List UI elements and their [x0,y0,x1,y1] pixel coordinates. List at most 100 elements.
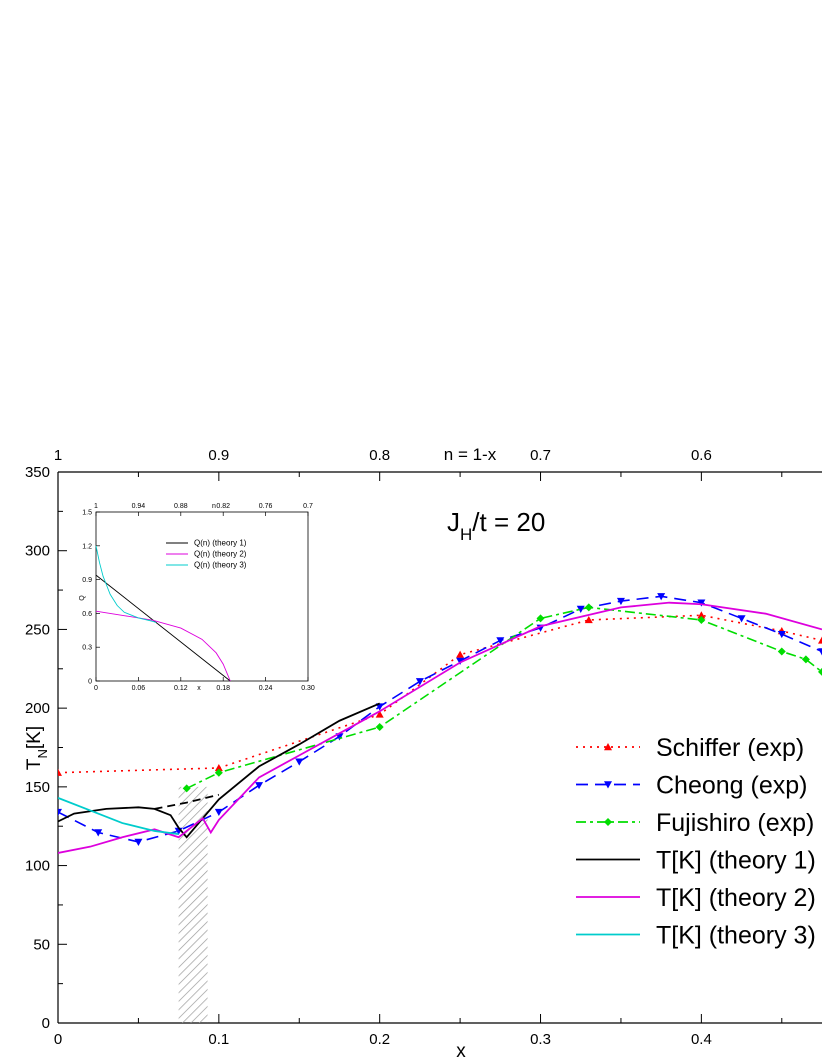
inset-top-tick-label: 1 [94,503,98,510]
top-tick-label: 0.9 [208,447,229,464]
data-point [584,615,593,624]
inset-chart: 010.060.940.120.880.180.820.240.760.300.… [79,503,315,692]
data-point [604,781,612,789]
y-tick-label: 50 [33,936,50,953]
inset-y-tick-label: 0.3 [82,645,92,652]
main-data-series [58,593,822,854]
top-tick-label: 0.6 [691,447,712,464]
inset-y-tick-label: 1.2 [82,543,92,550]
data-point [818,667,822,676]
inset-top-tick-label: 0.88 [174,503,188,510]
y-tick-label: 350 [25,464,50,481]
data-point [456,650,465,658]
inset-data-series [95,545,231,682]
data-point [801,655,810,664]
inset-x-tick-label: 0 [94,685,98,692]
inset-axis-ticks: 010.060.940.120.880.180.820.240.760.300.… [82,503,315,692]
data-point [616,597,625,606]
legend-label: T[K] (theory 3) [656,922,816,950]
data-point [604,818,612,826]
inset-top-tick-label: 0.76 [259,503,273,510]
y-tick-label: 100 [25,858,50,875]
series-line [58,797,179,835]
inset-top-axis-label: n [212,503,216,510]
data-point [58,768,62,776]
series-line [58,595,822,843]
inset-legend: Q(n) (theory 1) Q(n) (theory 2) Q(n) (theo… [166,539,247,570]
main-axis-ticks: 010.10.90.20.80.30.70.40.605010015020025… [25,447,783,1048]
x-tick-label: 0.2 [369,1031,390,1048]
data-point [134,838,143,846]
y-tick-label: 150 [25,779,50,796]
series-line [58,614,822,774]
y-tick-label: 300 [25,543,50,560]
data-point [295,758,304,766]
inset-series-line [95,610,231,682]
inset-x-tick-label: 0.18 [216,685,230,692]
series-line [154,793,220,810]
data-point [456,657,465,665]
y-tick-label: 250 [25,621,50,638]
inset-top-tick-label: 0.94 [132,503,146,510]
legend-label: T[K] (theory 2) [656,884,816,912]
y-tick-label: 0 [42,1015,50,1032]
data-point [375,723,384,732]
top-tick-label: 1 [54,447,62,464]
inset-top-tick-label: 0.7 [303,503,313,510]
inset-x-tick-label: 0.12 [174,685,188,692]
x-tick-label: 0 [54,1031,62,1048]
data-point [496,637,505,645]
inset-legend-label: Q(n) (theory 1) [194,539,247,548]
data-point [737,615,746,623]
legend-label: Fujishiro (exp) [656,809,814,837]
x-tick-label: 0.1 [208,1031,229,1048]
inset-legend-label: Q(n) (theory 2) [194,550,247,559]
inset-x-tick-label: 0.06 [132,685,146,692]
data-point [182,784,191,793]
data-point [576,605,585,613]
data-point [214,808,223,817]
y-axis-label: TN[K] [24,726,50,770]
inset-x-axis-label: x [197,685,201,692]
hatched-region [178,786,208,1023]
inset-x-tick-label: 0.24 [259,685,273,692]
legend-label: Schiffer (exp) [656,734,804,762]
data-point [697,615,706,624]
data-point [604,743,612,751]
legend-label: Cheong (exp) [656,772,807,800]
data-point [777,630,786,639]
series-line [58,601,822,854]
data-point [697,599,706,607]
data-point [584,603,593,612]
data-point [697,611,706,619]
x-tick-label: 0.3 [530,1031,551,1048]
data-point [536,614,545,623]
inset-series-line [95,574,231,682]
data-point [94,829,103,837]
series-line [58,702,381,839]
data-point [777,647,786,656]
data-point [375,710,384,718]
inset-top-tick-label: 0.82 [216,503,230,510]
inset-y-tick-label: 0.9 [82,577,92,584]
inset-series-line [95,545,157,623]
inset-x-tick-label: 0.30 [301,685,315,692]
top-tick-label: 0.8 [369,447,390,464]
data-point [818,636,822,644]
data-point [255,782,264,790]
top-tick-label: 0.7 [530,447,551,464]
x-tick-label: 0.4 [691,1031,712,1048]
y-tick-label: 200 [25,700,50,717]
chart-title: JH/t = 20 [447,507,545,544]
data-point [657,593,666,601]
top-axis-label: n = 1-x [444,445,497,464]
main-legend: Schiffer (exp) Cheong (exp) Fujishiro (exp… [576,734,816,950]
data-point [214,768,223,777]
inset-y-tick-label: 0 [88,679,92,686]
data-point [415,678,424,686]
inset-frame [95,511,309,682]
data-point [58,808,62,817]
inset-y-tick-label: 0.6 [82,611,92,618]
data-point [818,648,822,656]
